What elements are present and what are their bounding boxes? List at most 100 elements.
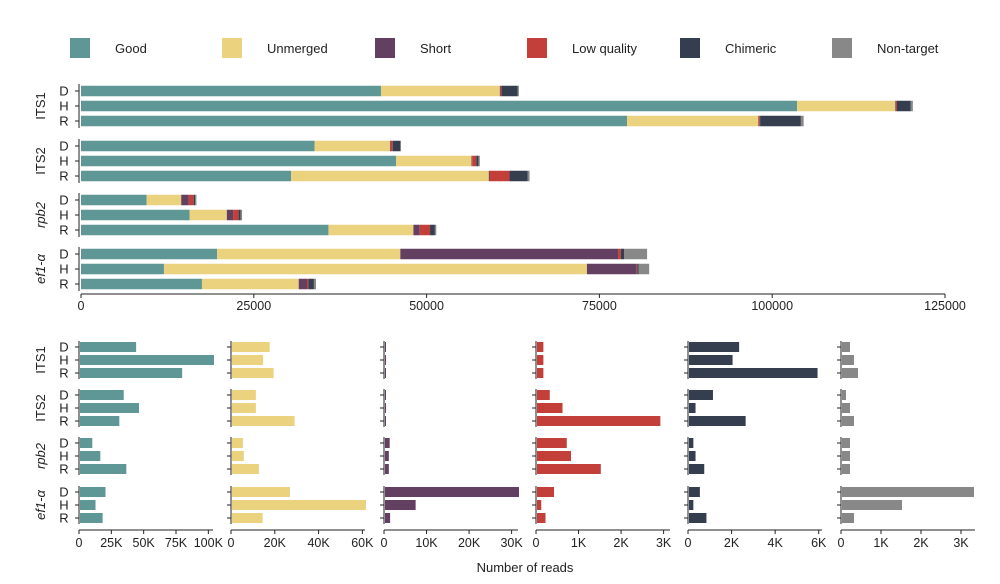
facet-x-tick-label: 25K xyxy=(100,536,123,550)
facet-group-label-rpb2: rpb2 xyxy=(33,442,48,469)
facet-bar-non-target-its2-D xyxy=(842,390,846,400)
facet-bar-low-quality-its2-D xyxy=(537,390,550,400)
group-label-rpb2: rpb2 xyxy=(33,201,48,228)
legend-swatch-non-target xyxy=(832,38,852,58)
x-axis-label: Number of reads xyxy=(477,560,574,575)
bar-rpb2-D-low-quality xyxy=(188,194,194,206)
bar-its1-H-short xyxy=(895,100,896,112)
bar-rpb2-H-good xyxy=(81,209,190,221)
facet-bar-non-target-ef1--H xyxy=(842,500,902,510)
row-label: R xyxy=(59,277,68,292)
bar-its1-H-good xyxy=(81,100,798,112)
legend-label-good: Good xyxy=(115,41,147,56)
legend-swatch-chimeric xyxy=(680,38,700,58)
bar-ef1--H-good xyxy=(81,263,164,275)
row-label: R xyxy=(59,223,68,238)
bar-its1-D-short xyxy=(499,85,501,97)
row-label: H xyxy=(59,99,68,114)
bar-rpb2-R-short xyxy=(413,224,420,236)
group-label-ef1-: ef1-α xyxy=(33,254,48,284)
facet-x-tick-label: 0 xyxy=(533,536,540,550)
facet-x-tick-label: 2K xyxy=(724,536,740,550)
facet-bar-chimeric-rpb2-R xyxy=(689,464,705,474)
facet-bar-non-target-its2-R xyxy=(842,416,854,426)
row-label: D xyxy=(59,139,68,154)
x-tick-label: 75000 xyxy=(582,299,617,313)
facet-bar-unmerged-ef1--H xyxy=(232,500,366,510)
bar-ef1--H-low-quality xyxy=(636,263,638,275)
facet-panel-unmerged: 0 20K 40K 60K xyxy=(227,341,374,550)
bar-its2-H-non-target xyxy=(478,155,480,167)
bar-its2-D-good xyxy=(81,140,315,152)
facet-x-tick-label: 3K xyxy=(953,536,969,550)
facet-bar-non-target-rpb2-R xyxy=(842,464,850,474)
bar-rpb2-H-low-quality xyxy=(233,209,239,221)
bar-ef1--H-short xyxy=(586,263,637,275)
facet-x-tick-label: 6K xyxy=(811,536,827,550)
facet-bar-good-its2-R xyxy=(80,416,120,426)
group-label-its1: ITS1 xyxy=(33,92,48,119)
bar-its1-R-unmerged xyxy=(627,115,759,127)
x-tick-label: 125000 xyxy=(924,299,966,313)
bar-rpb2-R-low-quality xyxy=(419,224,431,236)
facet-bar-unmerged-its2-H xyxy=(232,403,256,413)
facet-x-tick-label: 20K xyxy=(264,536,287,550)
legend-swatch-unmerged xyxy=(222,38,242,58)
facet-group-label-its1: ITS1 xyxy=(33,346,48,373)
facet-x-tick-label: 50K xyxy=(133,536,156,550)
bar-ef1--D-chimeric xyxy=(620,248,625,260)
bar-its2-R-low-quality xyxy=(489,170,510,182)
facet-bar-unmerged-ef1--D xyxy=(232,487,291,497)
facet-row-label: H xyxy=(59,353,68,368)
bar-its1-R-short xyxy=(758,115,760,127)
facet-bar-unmerged-rpb2-D xyxy=(232,438,243,448)
bar-its1-D-good xyxy=(81,85,381,97)
facet-bar-good-its1-R xyxy=(80,368,183,378)
facet-bar-chimeric-rpb2-H xyxy=(689,451,696,461)
bar-its2-D-non-target xyxy=(400,140,402,152)
row-label: D xyxy=(59,247,68,262)
bar-ef1--D-non-target xyxy=(624,248,648,260)
x-tick-label: 0 xyxy=(78,299,85,313)
facet-bar-chimeric-its1-H xyxy=(689,355,733,365)
facet-x-tick-label: 1K xyxy=(873,536,889,550)
facet-bar-good-ef1--R xyxy=(80,513,103,523)
bar-its2-R-good xyxy=(81,170,292,182)
facet-bar-low-quality-ef1--D xyxy=(537,487,555,497)
facet-x-tick-label: 20K xyxy=(458,536,481,550)
bar-its2-R-short xyxy=(488,170,490,182)
bar-its2-D-short xyxy=(389,140,391,152)
facet-bar-low-quality-its1-D xyxy=(537,342,544,352)
facet-row-label: R xyxy=(59,462,68,477)
bar-ef1--D-good xyxy=(81,248,218,260)
facet-bar-non-target-rpb2-D xyxy=(842,438,850,448)
facet-row-label: D xyxy=(59,436,68,451)
facet-panel-short: 0 10K 20K 30K xyxy=(380,341,523,550)
bar-rpb2-H-non-target xyxy=(240,209,243,221)
bar-ef1--D-short xyxy=(400,248,619,260)
facet-bar-chimeric-its2-H xyxy=(689,403,696,413)
bar-its1-D-low-quality xyxy=(500,85,502,97)
bar-its1-R-good xyxy=(81,115,628,127)
legend-label-non-target: Non-target xyxy=(877,41,939,56)
bar-its1-R-chimeric xyxy=(760,115,801,127)
bar-its2-D-chimeric xyxy=(392,140,401,152)
facet-bar-chimeric-its1-D xyxy=(689,342,740,352)
facet-x-tick-label: 2K xyxy=(613,536,629,550)
facet-bar-short-rpb2-H xyxy=(385,451,389,461)
facet-x-tick-label: 0 xyxy=(381,536,388,550)
facet-bar-chimeric-its2-R xyxy=(689,416,746,426)
bar-rpb2-D-chimeric xyxy=(193,194,196,206)
facet-row-label: R xyxy=(59,511,68,526)
facet-bar-short-its1-D xyxy=(385,342,386,352)
bar-its1-D-chimeric xyxy=(501,85,518,97)
bar-ef1--R-good xyxy=(81,278,202,290)
facet-x-tick-label: 10K xyxy=(415,536,438,550)
row-label: D xyxy=(59,193,68,208)
bar-its1-R-non-target xyxy=(800,115,804,127)
facet-bar-good-rpb2-H xyxy=(80,451,101,461)
facet-x-tick-label: 75K xyxy=(165,536,188,550)
facet-bar-low-quality-its2-R xyxy=(537,416,661,426)
